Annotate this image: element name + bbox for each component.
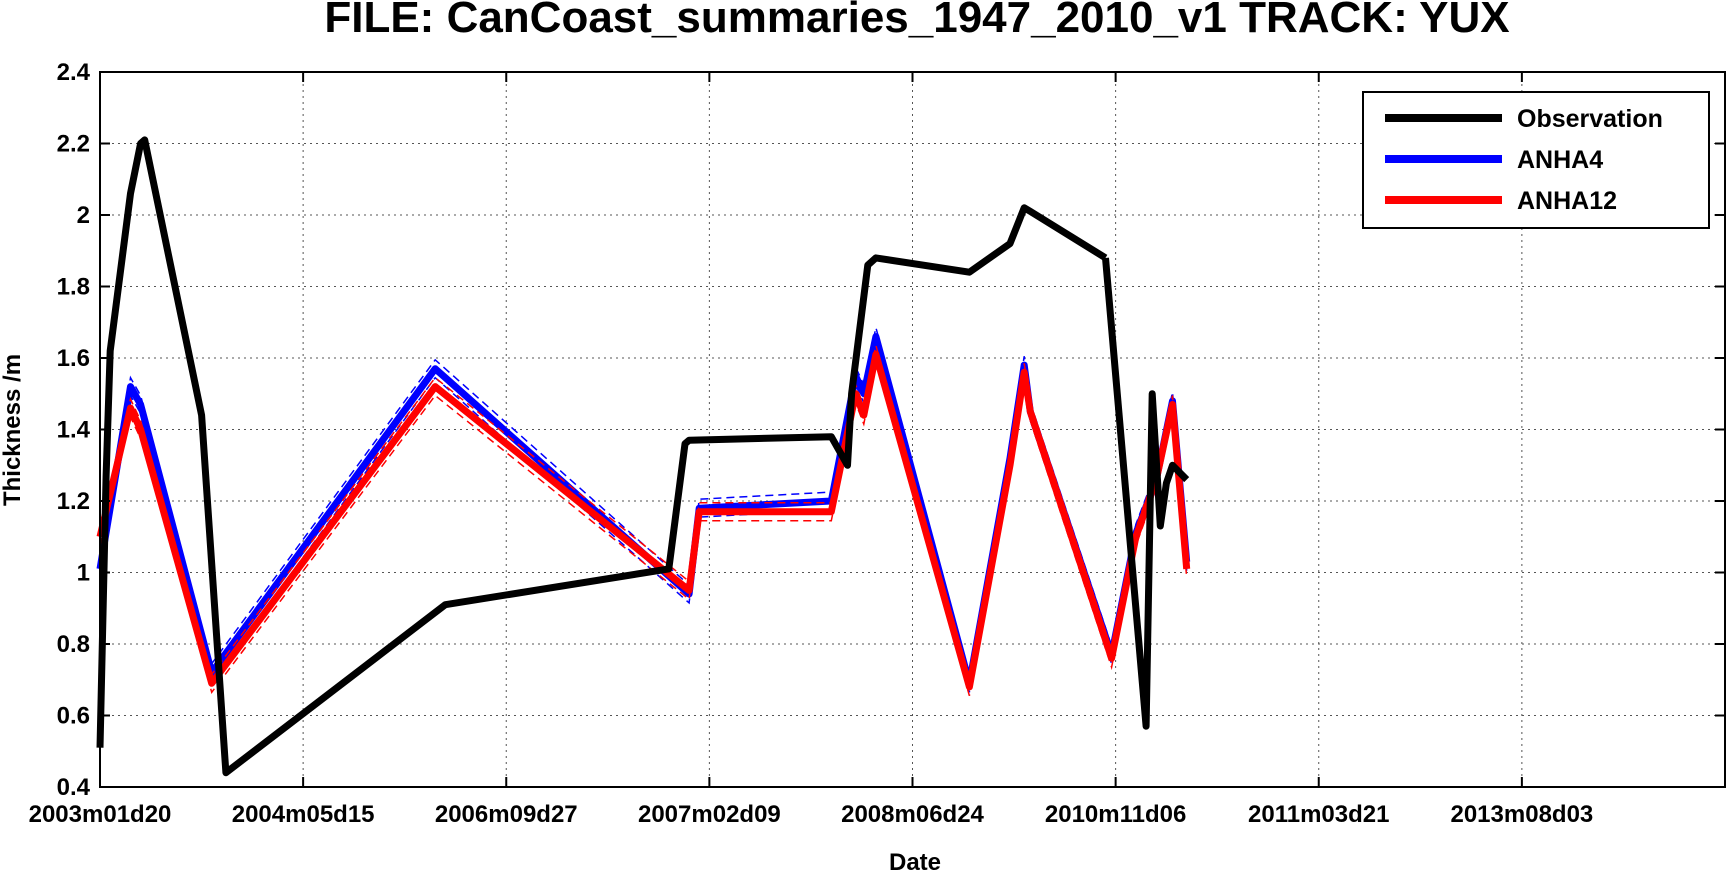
y-tick-label: 2.2 [57,131,90,158]
x-tick-label: 2008m06d24 [841,801,984,828]
y-tick-label: 2.4 [57,59,91,86]
x-tick-label: 2013m08d03 [1450,801,1593,828]
series-anha12-ensemble-line [99,363,1188,697]
y-tick-label: 2 [77,202,90,229]
series-observation-line [96,136,1108,777]
x-tick-label: 2010m11d06 [1045,801,1186,828]
series-observation-line-segment [1102,257,1190,730]
x-axis: 2003m01d20 2004m05d15 2006m09d27 2007m02d09… [29,72,1593,828]
x-axis-label: Date [889,849,941,876]
y-tick-label: 1 [77,560,90,587]
grid [100,72,1725,787]
series-layer [96,136,1191,777]
y-tick-label: 0.6 [57,703,90,730]
legend-label-anha12: ANHA12 [1517,187,1617,215]
chart-title: FILE: CanCoast_summaries_1947_2010_v1 TR… [324,0,1509,42]
legend-label-anha4: ANHA4 [1517,146,1603,174]
x-tick-label: 2006m09d27 [435,801,578,828]
y-axis-label: Thickness /m [0,354,26,506]
y-tick-label: 1.4 [57,417,91,444]
series-anha12-line [96,350,1191,691]
y-axis: 0.4 0.6 0.8 1 1.2 1.4 1.6 1.8 2 2.2 2.4 [57,59,1725,801]
y-tick-label: 1.6 [57,345,90,372]
x-tick-label: 2003m01d20 [29,801,172,828]
x-tick-label: 2011m03d21 [1248,801,1389,828]
legend-label-observation: Observation [1517,105,1663,133]
legend: Observation ANHA4 ANHA12 [1362,91,1710,229]
y-tick-label: 0.4 [57,774,91,801]
y-tick-label: 1.8 [57,274,90,301]
y-tick-label: 0.8 [57,631,90,658]
y-tick-label: 1.2 [57,488,90,515]
x-tick-label: 2004m05d15 [232,801,375,828]
x-tick-label: 2007m02d09 [638,801,781,828]
